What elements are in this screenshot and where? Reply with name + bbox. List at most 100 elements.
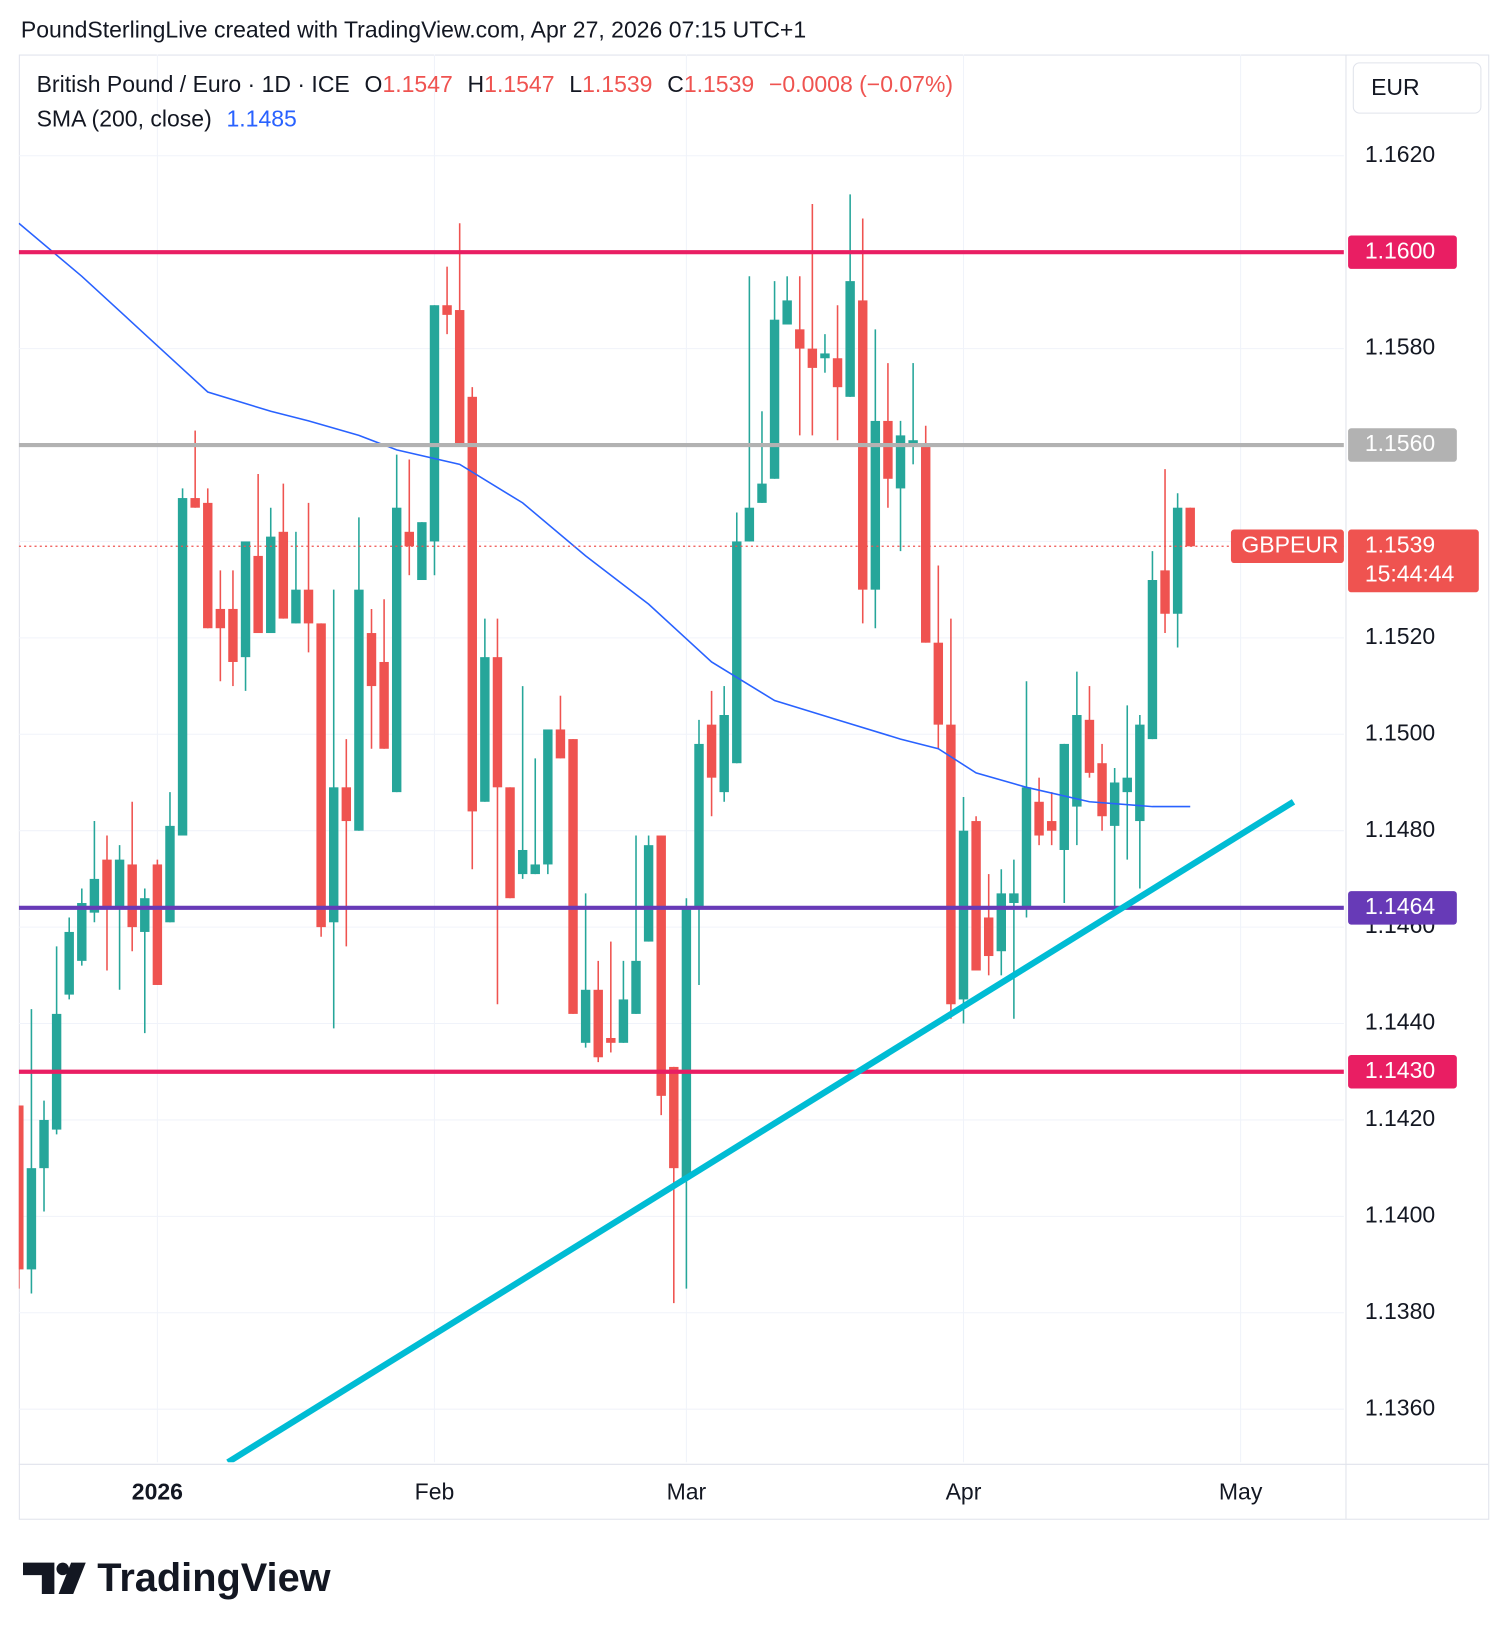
candle-body	[580, 989, 591, 1043]
y-tick-label: 1.1360	[1365, 1394, 1435, 1420]
open-value: 1.1547	[382, 71, 452, 97]
candle-body	[480, 657, 490, 802]
candle-body	[517, 849, 528, 875]
candle-body	[643, 845, 654, 942]
candle-body	[820, 353, 830, 359]
candle-body	[165, 825, 175, 923]
candle-body	[77, 903, 87, 961]
symbol-tag-label: GBPEUR	[1241, 531, 1338, 557]
candle-body	[543, 729, 553, 865]
candle-body	[782, 300, 792, 325]
candle-body	[606, 1037, 616, 1043]
ohlc-key: L	[569, 71, 582, 97]
candle-body	[404, 531, 414, 547]
chart-frame	[18, 54, 1490, 1520]
candle-body	[140, 898, 150, 932]
attribution: PoundSterlingLive created with TradingVi…	[21, 17, 806, 43]
x-tick-label: Apr	[946, 1479, 982, 1505]
candle-body	[89, 878, 100, 913]
countdown-label: 15:44:44	[1365, 561, 1455, 587]
candle-body	[127, 864, 137, 928]
level-tag	[1348, 428, 1457, 462]
candle-body	[203, 502, 213, 629]
candle-body	[215, 608, 226, 629]
candle-body	[719, 714, 729, 793]
grid	[18, 54, 1344, 1463]
trendline	[226, 799, 1296, 1463]
candle-body	[1122, 777, 1132, 793]
candle-body	[744, 507, 755, 542]
candle-body	[568, 739, 578, 1014]
candle-body	[429, 305, 440, 542]
candle-body	[152, 864, 163, 985]
candle-body	[1009, 893, 1019, 904]
candle-body	[190, 498, 200, 508]
candle-body	[1046, 821, 1057, 831]
candle-body	[1084, 719, 1095, 773]
candle-body	[1185, 507, 1195, 547]
y-tick-label: 1.1400	[1365, 1201, 1435, 1227]
candle-body	[1160, 570, 1170, 614]
candle-body	[442, 305, 452, 315]
candle-body	[341, 787, 352, 822]
candle-body	[958, 830, 969, 1000]
symbol-tag	[1230, 529, 1344, 564]
candle-body	[177, 498, 188, 836]
candle-body	[921, 445, 931, 643]
logo-icon	[23, 1562, 86, 1595]
candle-body	[694, 743, 704, 908]
candle-body	[467, 396, 477, 812]
candle-body	[1135, 724, 1145, 822]
high-value: 1.1547	[484, 71, 554, 97]
candle-body	[530, 864, 540, 875]
candle-body	[908, 440, 918, 446]
y-tick-label: 1.1380	[1365, 1298, 1435, 1324]
sma-line	[18, 222, 1191, 808]
sma-value: 1.1485	[227, 106, 297, 132]
candle-body	[1097, 763, 1107, 817]
candle-body	[266, 536, 276, 634]
candle-body	[656, 835, 666, 1096]
candle-body	[631, 960, 641, 1014]
candle-body	[883, 420, 893, 479]
candle-body	[757, 483, 767, 503]
candle-body	[555, 729, 566, 759]
level-tag	[1348, 235, 1457, 269]
candle-body	[870, 420, 881, 590]
ohlc-key: H	[468, 71, 485, 97]
ohlc-key: C	[667, 71, 684, 97]
candle-body	[391, 507, 402, 793]
candle-body	[669, 1066, 679, 1169]
candle-body	[895, 435, 906, 489]
candle-body	[732, 541, 742, 764]
currency[interactable]: EUR	[1371, 74, 1420, 100]
level-tag-label: 1.1560	[1365, 430, 1435, 456]
symbol-title: British Pound / Euro · 1D · ICE	[37, 71, 350, 97]
low-value: 1.1539	[582, 71, 652, 97]
currency-button[interactable]	[1352, 62, 1482, 114]
level-tag-label: 1.1600	[1365, 237, 1435, 263]
candle-body	[946, 724, 956, 1005]
x-tick-label: 2026	[132, 1479, 183, 1505]
last-price-label: 1.1539	[1365, 531, 1435, 557]
level-tag	[1348, 1055, 1457, 1089]
y-tick-label: 1.1620	[1365, 141, 1435, 167]
candle-body	[795, 329, 805, 349]
legend: British Pound / Euro · 1D · ICE O1.1547 …	[37, 71, 953, 97]
level-tag	[1348, 891, 1457, 925]
candle-body	[505, 787, 515, 899]
axes: 1.13601.13801.14001.14201.14401.14601.14…	[132, 141, 1435, 1505]
candle-body	[1072, 714, 1082, 807]
last-price-tag	[1348, 529, 1479, 593]
candle-body	[933, 642, 944, 725]
y-tick-label: 1.1520	[1365, 623, 1435, 649]
logo-text: TradingView	[97, 1556, 330, 1600]
y-tick-label: 1.1480	[1365, 816, 1435, 842]
candle-body	[228, 608, 238, 662]
candle-body	[102, 859, 112, 908]
candle-body	[1059, 743, 1069, 850]
candle-body	[1172, 507, 1183, 614]
candle-body	[492, 657, 503, 788]
candle-body	[1147, 580, 1158, 740]
